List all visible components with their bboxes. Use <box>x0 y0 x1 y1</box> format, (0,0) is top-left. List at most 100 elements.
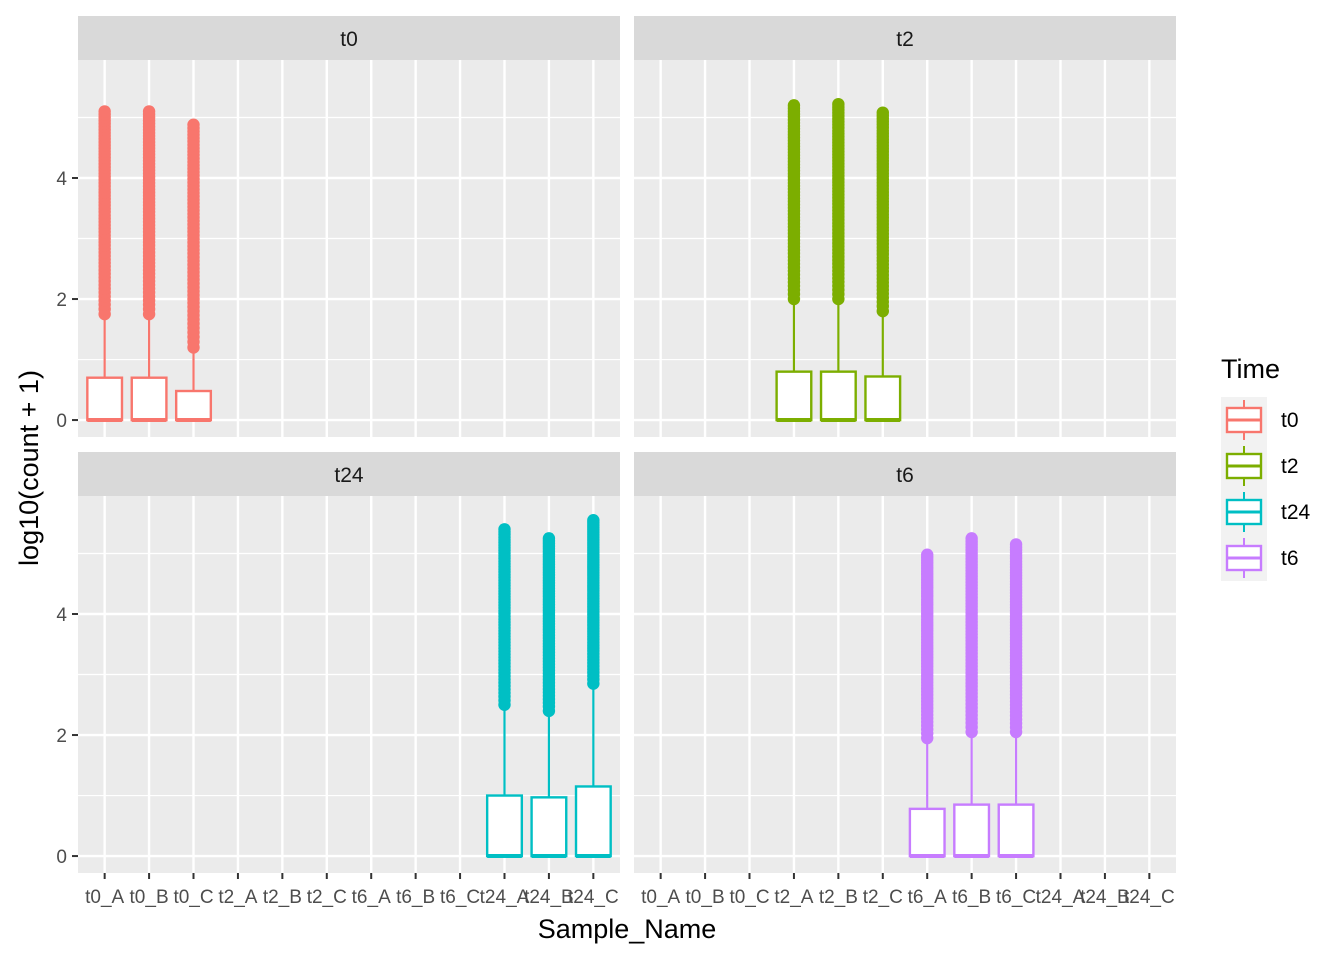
x-tick-label: t2_A <box>218 887 257 908</box>
x-tick-label: t24_A <box>480 887 530 908</box>
x-tick-label: t6_A <box>908 887 947 908</box>
facet-strip-label: t2 <box>896 28 914 51</box>
facet-strip-label: t0 <box>340 28 358 51</box>
facet-strip-label: t24 <box>334 464 364 487</box>
facet-panels: t0 t2 t24 t6 <box>78 16 1176 873</box>
facet-panel-t6: t6 <box>634 452 1176 873</box>
outliers <box>142 105 156 321</box>
box-t2_C <box>864 106 902 423</box>
outlier-point <box>542 532 556 545</box>
box-t24_B <box>530 532 568 859</box>
outliers <box>787 99 801 306</box>
outlier-point <box>832 97 845 111</box>
outliers <box>965 532 978 739</box>
outlier-point <box>498 523 511 536</box>
x-tick-label: t0_B <box>686 887 725 908</box>
x-tick-label: t0_A <box>85 887 124 908</box>
box-body <box>530 796 568 858</box>
box-body <box>174 389 213 422</box>
outlier-point <box>187 118 200 131</box>
box-body <box>574 785 612 858</box>
legend-title: Time <box>1221 354 1280 384</box>
y-tick-label: 0 <box>56 847 67 868</box>
outlier-point <box>587 514 600 527</box>
x-tick-label: t6_C <box>440 887 480 908</box>
x-tick-label: t2_B <box>819 887 858 908</box>
box-t6_A <box>908 548 946 859</box>
box-t6_B <box>953 532 991 859</box>
outlier-point <box>142 105 156 118</box>
x-tick-label: t6_A <box>352 887 391 908</box>
facet-panel-t2: t2 <box>634 16 1176 437</box>
box-body <box>485 794 524 858</box>
outlier-point <box>787 99 801 112</box>
legend: Time t0 t2 t24 t6 <box>1221 354 1311 581</box>
box-t24_C <box>574 514 612 859</box>
y-tick-label: 4 <box>56 169 67 190</box>
y-axis-label: log10(count + 1) <box>14 370 44 566</box>
box-body <box>775 370 813 422</box>
facet-strip <box>78 16 620 60</box>
panel-background <box>634 496 1176 873</box>
x-tick-label: t6_B <box>952 887 991 908</box>
y-tick-label: 2 <box>56 726 67 747</box>
box-body <box>864 375 902 422</box>
x-tick-label: t0_C <box>173 887 213 908</box>
box-body <box>997 803 1035 858</box>
outlier-point <box>1009 538 1023 551</box>
facet-strip <box>634 16 1176 60</box>
legend-item-label: t0 <box>1281 409 1299 432</box>
facet-strip <box>634 452 1176 496</box>
x-tick-label: t24_A <box>1036 887 1086 908</box>
legend-item-t2: t2 <box>1221 443 1299 489</box>
legend-item-label: t2 <box>1281 455 1299 478</box>
outlier-point <box>921 548 934 561</box>
box-body <box>86 376 124 422</box>
box-body <box>953 803 991 858</box>
facet-strip <box>78 452 620 496</box>
facet-strip-label: t6 <box>896 464 914 487</box>
x-tick-label: t24_B <box>524 887 574 908</box>
x-tick-label: t0_B <box>130 887 169 908</box>
x-tick-label: t0_A <box>641 887 680 908</box>
x-tick-label: t24_C <box>568 887 619 908</box>
legend-item-t0: t0 <box>1221 397 1299 443</box>
x-tick-label: t2_A <box>774 887 813 908</box>
outlier-point <box>98 105 111 118</box>
box-body <box>908 807 946 858</box>
outliers <box>921 548 934 745</box>
panel-background <box>78 60 620 437</box>
box-t6_C <box>997 538 1035 859</box>
outliers <box>1009 538 1023 739</box>
outliers <box>187 118 200 354</box>
x-tick-label: t2_C <box>863 887 903 908</box>
box-t2_A <box>775 99 813 423</box>
legend-item-label: t6 <box>1281 547 1299 570</box>
box-t0_C <box>174 118 213 423</box>
x-axis-label: Sample_Name <box>538 914 717 944</box>
outliers <box>542 532 556 718</box>
panel-background <box>78 496 620 873</box>
box-t24_A <box>485 523 524 859</box>
outliers <box>98 105 111 321</box>
outliers <box>876 106 889 318</box>
legend-items: t0 t2 t24 t6 <box>1221 397 1311 581</box>
y-tick-label: 4 <box>56 605 67 626</box>
facet-panel-t24: t24 <box>78 452 620 873</box>
x-tick-label: t24_B <box>1080 887 1130 908</box>
facet-panel-t0: t0 <box>78 16 620 437</box>
legend-item-t24: t24 <box>1221 489 1311 535</box>
box-body <box>819 370 857 422</box>
outliers <box>498 523 511 711</box>
legend-item-t6: t6 <box>1221 535 1299 581</box>
box-body <box>130 376 168 422</box>
x-tick-label: t2_B <box>263 887 302 908</box>
outliers <box>832 97 845 306</box>
x-tick-label: t6_B <box>396 887 435 908</box>
panel-background <box>634 60 1176 437</box>
legend-item-label: t24 <box>1281 501 1311 524</box>
y-tick-label: 2 <box>56 290 67 311</box>
outlier-point <box>965 532 978 545</box>
